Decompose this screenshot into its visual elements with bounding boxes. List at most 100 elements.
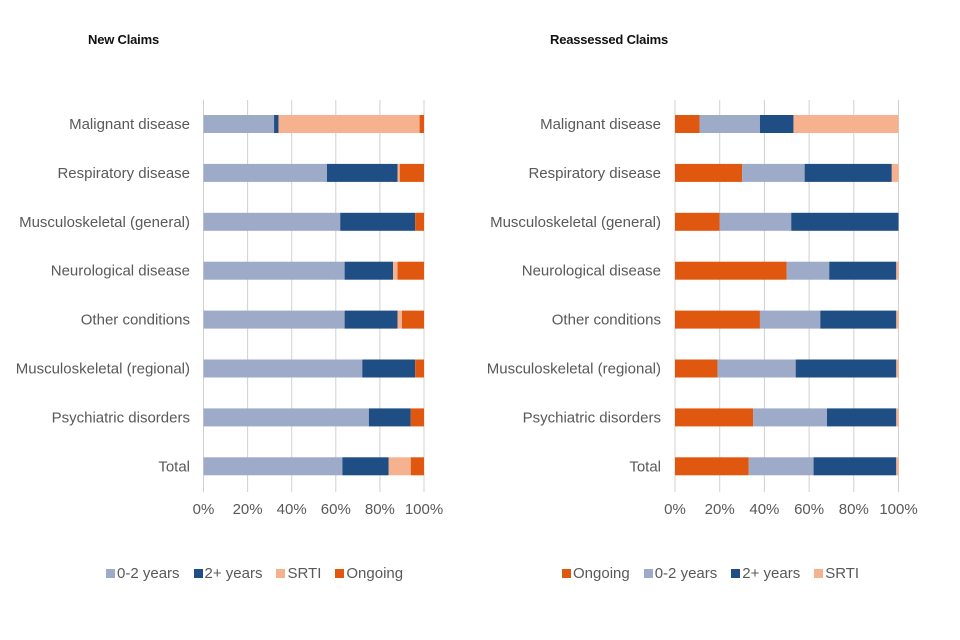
reassessed-claims-title: Reassessed Claims xyxy=(550,32,669,47)
bar-segment-2-years xyxy=(344,310,398,329)
bar-segment-ongoing xyxy=(399,163,424,182)
bar-segment-0-2-years xyxy=(759,310,821,329)
bar-segment-0-2-years xyxy=(699,115,760,133)
category-label: Respiratory disease xyxy=(57,165,190,182)
x-tick-label: 60% xyxy=(794,501,824,518)
new-claims-title: New Claims xyxy=(88,32,159,47)
bar-segment-srti xyxy=(393,261,398,280)
bar-segment-2-years xyxy=(368,408,411,427)
category-label: Musculoskeletal (regional) xyxy=(16,361,190,378)
legend-item: SRTI xyxy=(814,565,859,582)
legend-label: 0-2 years xyxy=(654,565,718,582)
bar-segment-ongoing xyxy=(675,310,760,329)
category-label: Musculoskeletal (general) xyxy=(19,214,190,231)
legend-swatch xyxy=(276,569,286,578)
legend-label: Ongoing xyxy=(573,565,630,582)
bar-segment-0-2-years xyxy=(203,359,363,378)
bar-segment-srti xyxy=(896,310,899,329)
reassessed-claims-legend: Ongoing 0-2 years 2+ years SRTI xyxy=(562,565,859,582)
bar-segment-0-2-years xyxy=(203,163,327,182)
legend-item: 0-2 years xyxy=(643,565,718,582)
bar-segment-ongoing xyxy=(675,457,749,476)
legend-swatch xyxy=(106,569,115,578)
bar-segment-ongoing xyxy=(675,163,743,182)
bar-segment-ongoing xyxy=(419,115,424,133)
category-label: Neurological disease xyxy=(522,263,661,280)
bar-segment-ongoing xyxy=(675,359,718,378)
bar-segment-0-2-years xyxy=(203,212,341,231)
reassessed-claims-chart: 0% 20% 40% 60% 80% 100% Malignant disease Respi… xyxy=(487,100,918,518)
bar-segment-2-years xyxy=(362,359,416,378)
legend-label: SRTI xyxy=(825,565,860,582)
bar-segment-srti xyxy=(896,457,899,476)
bar-segment-0-2-years xyxy=(786,261,830,280)
bar-segment-ongoing xyxy=(675,261,787,280)
bar-segment-2-years xyxy=(342,457,389,476)
legend-item: Ongoing xyxy=(335,565,403,582)
bar-segment-2-years xyxy=(340,212,416,231)
category-label: Respiratory disease xyxy=(528,165,661,182)
legend-item: SRTI xyxy=(276,565,321,582)
bar-segment-srti xyxy=(896,408,899,427)
x-tick-label: 80% xyxy=(365,501,395,518)
x-tick-label: 0% xyxy=(664,501,686,518)
bar-segment-0-2-years xyxy=(748,457,814,476)
bar-segment-ongoing xyxy=(415,212,424,231)
new-claims-chart: 0% 20% 40% 60% 80% 100% Malignant disease Respi… xyxy=(16,100,443,518)
legend-item: 2+ years xyxy=(731,565,800,582)
bar-segment-srti xyxy=(896,359,899,378)
bar-segment-srti xyxy=(891,163,899,182)
bar-segment-ongoing xyxy=(675,115,700,133)
bar-segment-2-years xyxy=(795,359,897,378)
category-label: Total xyxy=(629,458,661,475)
legend-swatch xyxy=(562,569,571,578)
new-claims-legend: 0-2 years 2+ years SRTI Ongoing xyxy=(106,565,403,582)
legend-label: SRTI xyxy=(287,565,322,582)
x-tick-label: 100% xyxy=(405,501,443,518)
legend-item: Ongoing xyxy=(562,565,630,582)
category-label: Other conditions xyxy=(81,312,190,329)
legend-label: 2+ years xyxy=(742,565,801,582)
legend-label: 0-2 years xyxy=(117,565,180,582)
category-label: Total xyxy=(158,458,190,475)
bar-segment-ongoing xyxy=(410,457,424,476)
bar-segment-2-years xyxy=(274,115,279,133)
bar-segment-0-2-years xyxy=(742,163,805,182)
bar-segment-2-years xyxy=(804,163,892,182)
bar-segment-2-years xyxy=(829,261,897,280)
category-label: Musculoskeletal (regional) xyxy=(487,361,661,378)
category-label: Psychiatric disorders xyxy=(523,409,661,426)
category-label: Malignant disease xyxy=(69,116,190,133)
x-tick-label: 100% xyxy=(879,501,917,518)
bar-segment-ongoing xyxy=(401,310,424,329)
bar-segment-ongoing xyxy=(675,212,720,231)
bar-segment-srti xyxy=(397,310,402,329)
x-tick-label: 20% xyxy=(705,501,735,518)
legend-swatch xyxy=(731,569,741,578)
legend-item: 2+ years xyxy=(193,565,263,582)
x-tick-label: 80% xyxy=(839,501,869,518)
bar-segment-0-2-years xyxy=(203,261,345,280)
bar-segment-0-2-years xyxy=(203,115,275,133)
bar-segment-0-2-years xyxy=(203,457,343,476)
bar-segment-2-years xyxy=(326,163,398,182)
x-tick-label: 40% xyxy=(749,501,779,518)
legend-item: 0-2 years xyxy=(106,565,180,582)
bar-segment-2-years xyxy=(791,212,899,231)
legend-swatch xyxy=(193,569,203,578)
reassessed-claims-panel: Reassessed Claims 0% 20% 40% 60% 80% 100% Mali… xyxy=(470,0,950,640)
x-tick-label: 40% xyxy=(277,501,307,518)
legend-label: Ongoing xyxy=(346,565,404,582)
category-label: Other conditions xyxy=(552,312,661,329)
bar-segment-0-2-years xyxy=(717,359,796,378)
bar-segment-2-years xyxy=(826,408,897,427)
category-label: Neurological disease xyxy=(51,263,190,280)
bar-segment-2-years xyxy=(820,310,897,329)
legend-swatch xyxy=(335,569,345,578)
x-tick-label: 0% xyxy=(193,501,215,518)
bar-segment-srti xyxy=(278,115,420,133)
bar-segment-srti xyxy=(896,261,899,280)
legend-swatch xyxy=(643,569,653,578)
legend-label: 2+ years xyxy=(204,565,263,582)
bar-segment-2-years xyxy=(759,115,794,133)
